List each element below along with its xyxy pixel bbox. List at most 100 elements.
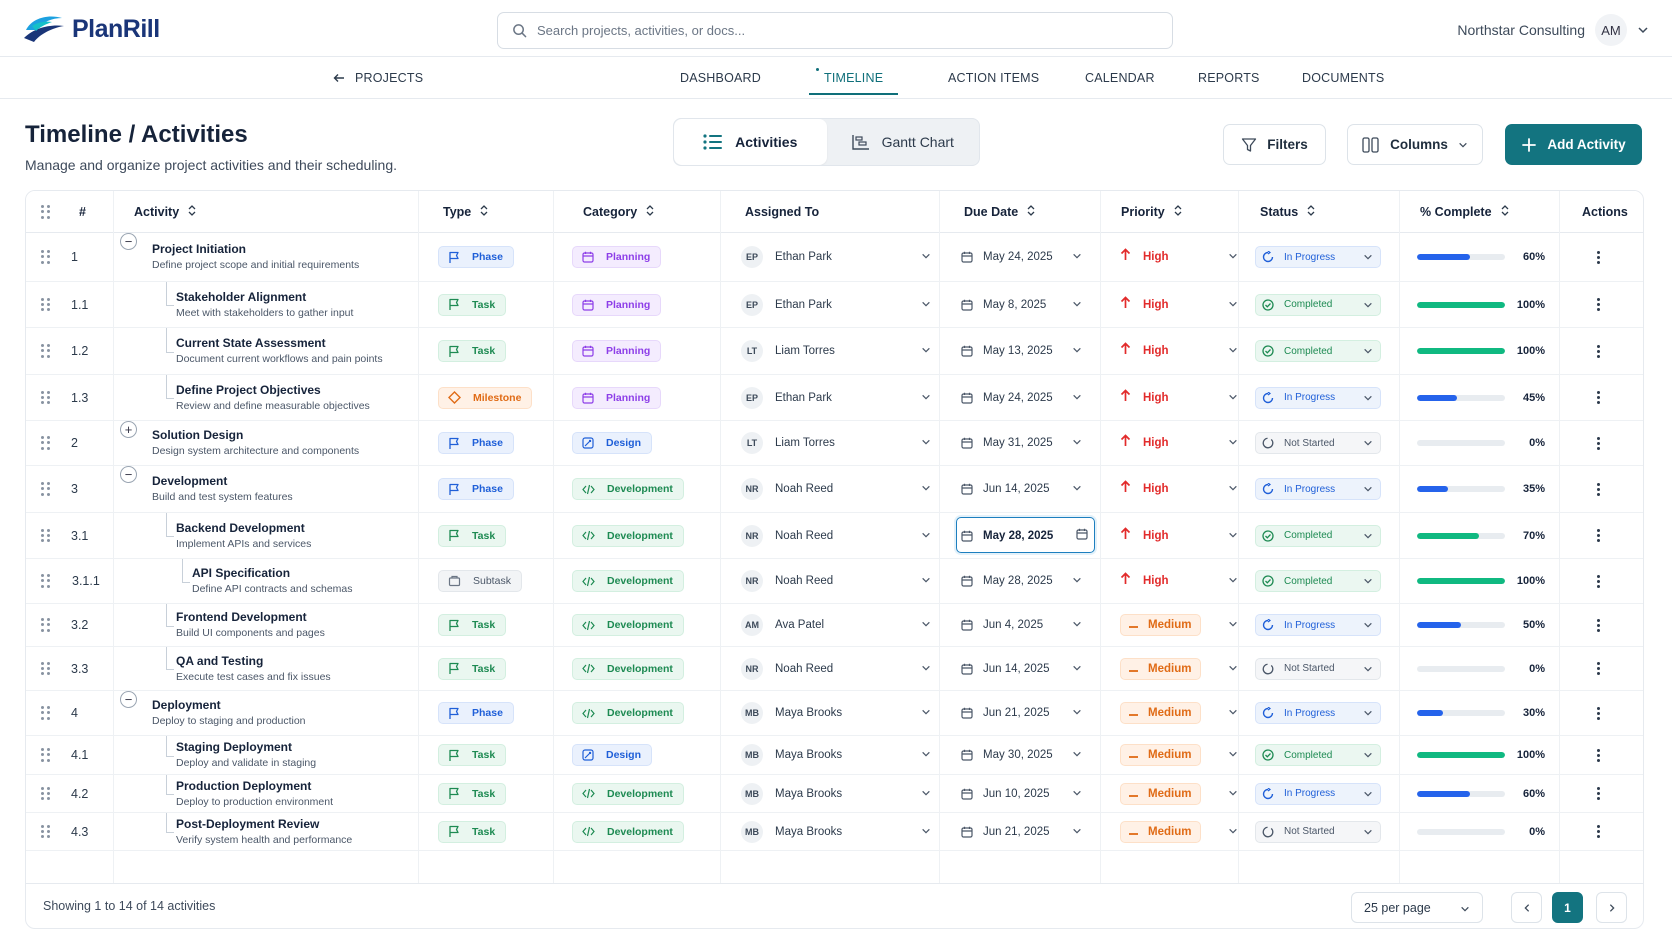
priority-select[interactable]: High: [1120, 282, 1238, 327]
assignee-select[interactable]: NR Noah Reed: [741, 647, 931, 690]
chevron-down-icon[interactable]: [1072, 480, 1082, 498]
due-date-field[interactable]: May 28, 2025: [961, 559, 1111, 603]
row-actions-button[interactable]: [1597, 233, 1600, 281]
row-drag-handle[interactable]: [41, 233, 51, 281]
activity-cell[interactable]: Stakeholder Alignment Meet with stakehold…: [176, 282, 353, 327]
status-select[interactable]: In Progress: [1255, 775, 1381, 812]
due-date-field[interactable]: Jun 10, 2025: [961, 775, 1111, 812]
status-select[interactable]: Completed: [1255, 328, 1381, 374]
col-activity[interactable]: Activity: [134, 191, 196, 233]
tab-calendar[interactable]: CALENDAR: [1085, 71, 1155, 85]
assignee-select[interactable]: MB Maya Brooks: [741, 736, 931, 774]
row-drag-handle[interactable]: [41, 513, 51, 558]
assignee-select[interactable]: EP Ethan Park: [741, 282, 931, 327]
row-drag-handle[interactable]: [41, 328, 51, 374]
assignee-select[interactable]: MB Maya Brooks: [741, 691, 931, 735]
app-logo[interactable]: PlanRill: [22, 12, 160, 46]
row-actions-button[interactable]: [1597, 421, 1600, 465]
row-actions-button[interactable]: [1597, 466, 1600, 512]
row-drag-handle[interactable]: [41, 736, 51, 774]
row-actions-button[interactable]: [1597, 328, 1600, 374]
row-drag-handle[interactable]: [41, 604, 51, 646]
due-date-field[interactable]: Jun 14, 2025: [961, 647, 1111, 690]
priority-select[interactable]: Medium: [1120, 813, 1238, 850]
priority-select[interactable]: Medium: [1120, 647, 1238, 690]
table-row[interactable]: 3.3 QA and Testing Execute test cases and …: [26, 647, 1643, 691]
row-actions-button[interactable]: [1597, 647, 1600, 690]
activities-view-button[interactable]: Activities: [674, 119, 827, 165]
status-select[interactable]: Completed: [1255, 282, 1381, 327]
col-due-date[interactable]: Due Date: [964, 191, 1035, 233]
due-date-field[interactable]: Jun 4, 2025: [961, 604, 1111, 646]
chevron-down-icon[interactable]: [1072, 342, 1082, 360]
columns-button[interactable]: Columns: [1347, 124, 1483, 165]
row-actions-button[interactable]: [1597, 813, 1600, 850]
avatar[interactable]: AM: [1595, 14, 1627, 46]
collapse-icon[interactable]: −: [120, 691, 137, 708]
activity-cell[interactable]: Development Build and test system feature…: [152, 466, 293, 512]
table-row[interactable]: 3.1.1 API Specification Define API contrac…: [26, 559, 1643, 604]
chevron-down-icon[interactable]: [1072, 785, 1082, 803]
activity-cell[interactable]: Deployment Deploy to staging and producti…: [152, 691, 306, 735]
col-priority[interactable]: Priority: [1121, 191, 1182, 233]
row-actions-button[interactable]: [1597, 375, 1600, 420]
tab-dashboard[interactable]: DASHBOARD: [680, 71, 761, 85]
table-row[interactable]: 3.2 Frontend Development Build UI componen…: [26, 604, 1643, 647]
chevron-down-icon[interactable]: [1072, 704, 1082, 722]
status-select[interactable]: Completed: [1255, 559, 1381, 603]
tab-action-items[interactable]: ACTION ITEMS: [948, 71, 1040, 85]
assignee-select[interactable]: MB Maya Brooks: [741, 813, 931, 850]
activity-cell[interactable]: Project Initiation Define project scope a…: [152, 233, 359, 281]
col-status[interactable]: Status: [1260, 191, 1315, 233]
due-date-field[interactable]: May 24, 2025: [961, 375, 1111, 420]
due-date-field[interactable]: Jun 21, 2025: [961, 813, 1111, 850]
assignee-select[interactable]: AM Ava Patel: [741, 604, 931, 646]
priority-select[interactable]: High: [1120, 233, 1238, 281]
status-select[interactable]: Not Started: [1255, 421, 1381, 465]
activity-cell[interactable]: Frontend Development Build UI components …: [176, 604, 325, 646]
expand-icon[interactable]: +: [120, 421, 137, 438]
tab-reports[interactable]: REPORTS: [1198, 71, 1260, 85]
assignee-select[interactable]: MB Maya Brooks: [741, 775, 931, 812]
chevron-down-icon[interactable]: [1072, 434, 1082, 452]
table-row[interactable]: 2 + Solution Design Design system architect…: [26, 421, 1643, 466]
assignee-select[interactable]: EP Ethan Park: [741, 375, 931, 420]
activity-cell[interactable]: Backend Development Implement APIs and se…: [176, 513, 311, 558]
org-switcher[interactable]: Northstar Consulting AM: [1457, 13, 1649, 47]
due-date-field[interactable]: May 31, 2025: [961, 421, 1111, 465]
priority-select[interactable]: Medium: [1120, 604, 1238, 646]
priority-select[interactable]: Medium: [1120, 775, 1238, 812]
tab-documents[interactable]: DOCUMENTS: [1302, 71, 1385, 85]
search-input[interactable]: Search projects, activities, or docs...: [497, 12, 1173, 49]
table-row[interactable]: 4.2 Production Deployment Deploy to produc…: [26, 775, 1643, 813]
row-drag-handle[interactable]: [41, 421, 51, 465]
priority-select[interactable]: Medium: [1120, 691, 1238, 735]
prev-page-button[interactable]: [1511, 892, 1542, 923]
row-drag-handle[interactable]: [41, 647, 51, 690]
collapse-icon[interactable]: −: [120, 466, 137, 483]
row-drag-handle[interactable]: [41, 775, 51, 812]
row-drag-handle[interactable]: [41, 466, 51, 512]
priority-select[interactable]: High: [1120, 375, 1238, 420]
chevron-down-icon[interactable]: [1072, 746, 1082, 764]
back-to-projects-link[interactable]: PROJECTS: [333, 57, 423, 99]
chevron-down-icon[interactable]: [1072, 248, 1082, 266]
chevron-down-icon[interactable]: [1072, 389, 1082, 407]
assignee-select[interactable]: LT Liam Torres: [741, 328, 931, 374]
gantt-view-button[interactable]: Gantt Chart: [827, 119, 980, 165]
priority-select[interactable]: High: [1120, 328, 1238, 374]
assignee-select[interactable]: NR Noah Reed: [741, 466, 931, 512]
table-row[interactable]: 1.3 Define Project Objectives Review and d…: [26, 375, 1643, 421]
activity-cell[interactable]: Production Deployment Deploy to productio…: [176, 775, 333, 812]
table-row[interactable]: 3.1 Backend Development Implement APIs and…: [26, 513, 1643, 559]
status-select[interactable]: In Progress: [1255, 233, 1381, 281]
due-date-field[interactable]: May 28, 2025: [956, 513, 1111, 558]
row-actions-button[interactable]: [1597, 691, 1600, 735]
drag-all-handle[interactable]: [41, 191, 51, 233]
activity-cell[interactable]: Solution Design Design system architectur…: [152, 421, 359, 465]
priority-select[interactable]: High: [1120, 466, 1238, 512]
page-1-button[interactable]: 1: [1552, 892, 1583, 923]
priority-select[interactable]: High: [1120, 559, 1238, 603]
row-actions-button[interactable]: [1597, 282, 1600, 327]
row-actions-button[interactable]: [1597, 736, 1600, 774]
